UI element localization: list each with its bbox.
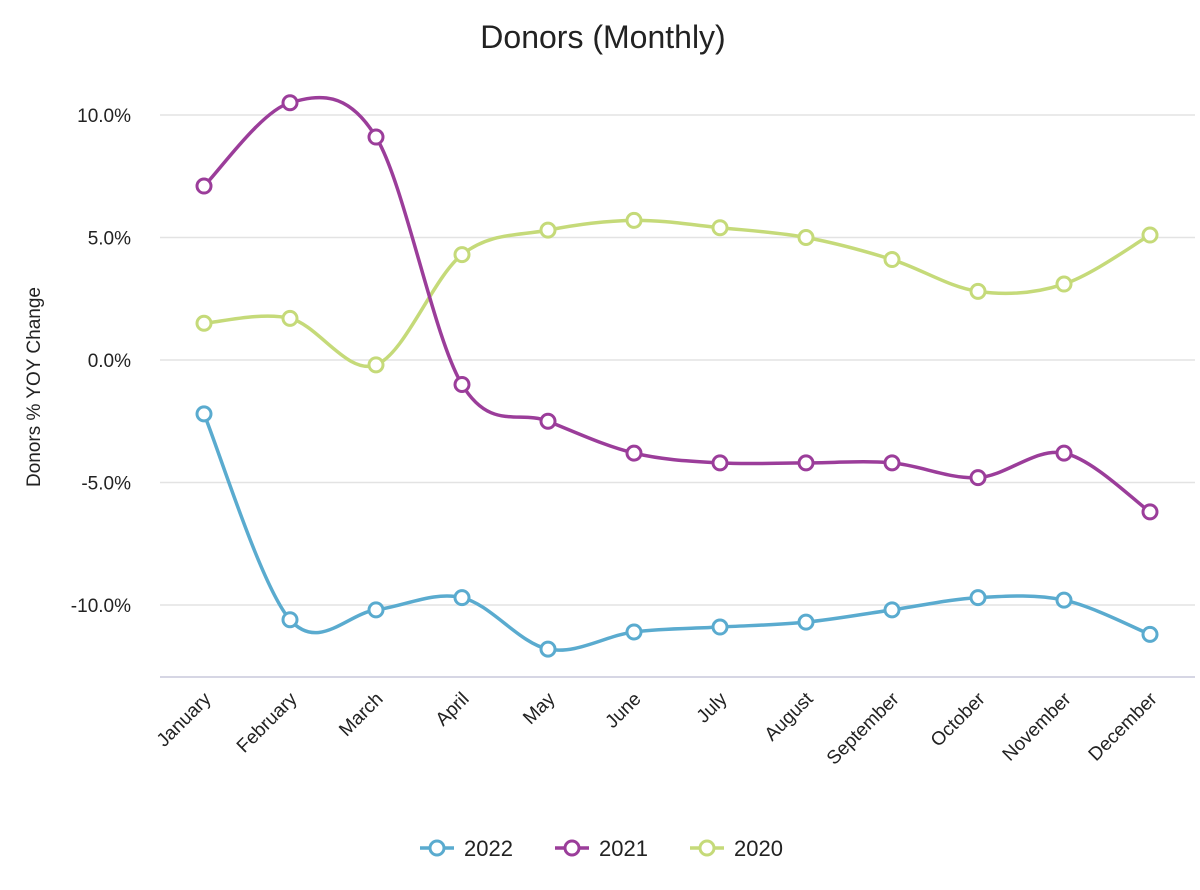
x-tick-label: December <box>1085 688 1162 765</box>
x-tick-label: September <box>823 688 904 769</box>
data-point[interactable] <box>797 229 815 246</box>
data-point[interactable] <box>453 246 471 264</box>
legend-label: 2022 <box>464 836 513 861</box>
legend[interactable]: 2022 2021 2020 <box>420 836 783 861</box>
data-point[interactable] <box>625 211 643 229</box>
x-tick-label: May <box>519 688 560 729</box>
data-point[interactable] <box>711 219 729 237</box>
data-point[interactable] <box>1055 591 1073 609</box>
legend-swatch-marker <box>698 839 716 857</box>
series-2020 <box>195 211 1159 374</box>
data-point[interactable] <box>625 444 643 462</box>
x-tick-label: June <box>602 689 646 733</box>
x-tick-label: August <box>761 688 818 745</box>
x-tick-label: October <box>927 688 990 751</box>
data-point[interactable] <box>195 314 213 332</box>
data-point[interactable] <box>711 454 729 472</box>
data-point[interactable] <box>1141 503 1159 521</box>
data-point[interactable] <box>195 405 213 423</box>
x-tick-label: March <box>335 689 387 741</box>
data-point[interactable] <box>711 618 729 636</box>
data-point[interactable] <box>625 623 643 641</box>
series-line-2020 <box>202 218 1152 369</box>
data-point[interactable] <box>281 94 299 112</box>
data-point[interactable] <box>281 611 299 629</box>
y-tick-label: 10.0% <box>77 106 131 127</box>
y-tick-label: 5.0% <box>88 229 131 250</box>
y-axis-label: Donors % YOY Change <box>24 287 45 487</box>
data-point[interactable] <box>1055 275 1073 293</box>
series-line-2022 <box>202 412 1152 652</box>
series-2021 <box>195 94 1159 521</box>
data-point[interactable] <box>969 282 987 300</box>
data-point[interactable] <box>969 589 987 607</box>
legend-item-2021[interactable]: 2021 <box>555 836 648 861</box>
data-point[interactable] <box>367 128 385 146</box>
data-point[interactable] <box>1141 226 1159 244</box>
x-tick-label: July <box>693 688 732 727</box>
y-tick-label: -5.0% <box>81 474 131 495</box>
data-point[interactable] <box>453 376 471 393</box>
y-tick-label: 0.0% <box>88 351 131 372</box>
data-point[interactable] <box>883 251 901 269</box>
data-point[interactable] <box>367 356 385 374</box>
x-axis-ticks: January February March April May June July Augu… <box>153 688 1162 769</box>
series-2022 <box>195 405 1159 658</box>
x-tick-label: April <box>432 689 474 731</box>
data-point[interactable] <box>883 454 901 472</box>
data-point[interactable] <box>281 309 299 327</box>
chart-title: Donors (Monthly) <box>480 19 725 55</box>
series-lines <box>195 94 1159 658</box>
x-tick-label: February <box>233 688 302 757</box>
data-point[interactable] <box>1055 444 1073 462</box>
data-point[interactable] <box>539 640 557 658</box>
y-tick-label: -10.0% <box>71 596 131 617</box>
data-point[interactable] <box>539 221 557 239</box>
x-tick-label: January <box>153 688 216 751</box>
series-line-2021 <box>202 95 1152 514</box>
gridlines <box>160 114 1195 678</box>
data-point[interactable] <box>539 412 557 430</box>
data-point[interactable] <box>367 601 385 619</box>
data-point[interactable] <box>453 589 471 607</box>
data-point[interactable] <box>1141 625 1159 643</box>
legend-swatch-marker <box>428 839 446 857</box>
legend-item-2022[interactable]: 2022 <box>420 836 513 861</box>
data-point[interactable] <box>195 177 213 195</box>
data-point[interactable] <box>797 454 815 472</box>
legend-label: 2021 <box>599 836 648 861</box>
y-axis-ticks: 10.0% 5.0% 0.0% -5.0% -10.0% <box>71 106 131 617</box>
data-point[interactable] <box>797 613 815 631</box>
legend-item-2020[interactable]: 2020 <box>690 836 783 861</box>
x-tick-label: November <box>999 688 1076 765</box>
legend-swatch-marker <box>563 839 581 857</box>
legend-label: 2020 <box>734 836 783 861</box>
data-point[interactable] <box>969 469 987 487</box>
data-point[interactable] <box>883 601 901 619</box>
